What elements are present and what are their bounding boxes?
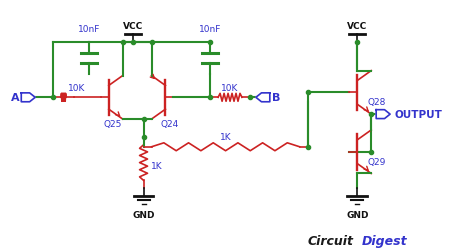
Text: VCC: VCC — [122, 22, 143, 31]
Text: 10K: 10K — [68, 84, 86, 92]
Polygon shape — [21, 93, 35, 102]
Text: OUTPUT: OUTPUT — [394, 110, 442, 120]
Text: 10nF: 10nF — [199, 25, 221, 34]
Text: Q24: Q24 — [161, 120, 179, 129]
Text: Q25: Q25 — [104, 120, 122, 129]
Text: A: A — [11, 93, 19, 103]
Text: Q29: Q29 — [367, 157, 386, 166]
Text: GND: GND — [132, 210, 155, 219]
Text: Q28: Q28 — [367, 98, 386, 107]
Text: B: B — [272, 93, 280, 103]
Text: Digest: Digest — [361, 234, 407, 247]
Text: Circuit: Circuit — [308, 234, 354, 247]
Text: VCC: VCC — [347, 22, 367, 31]
Text: 10K: 10K — [221, 84, 239, 92]
Text: GND: GND — [346, 210, 369, 219]
Text: 10nF: 10nF — [78, 25, 100, 34]
Polygon shape — [376, 110, 390, 119]
Text: 1K: 1K — [220, 133, 231, 142]
Polygon shape — [256, 93, 270, 102]
Text: 1K: 1K — [151, 161, 162, 170]
